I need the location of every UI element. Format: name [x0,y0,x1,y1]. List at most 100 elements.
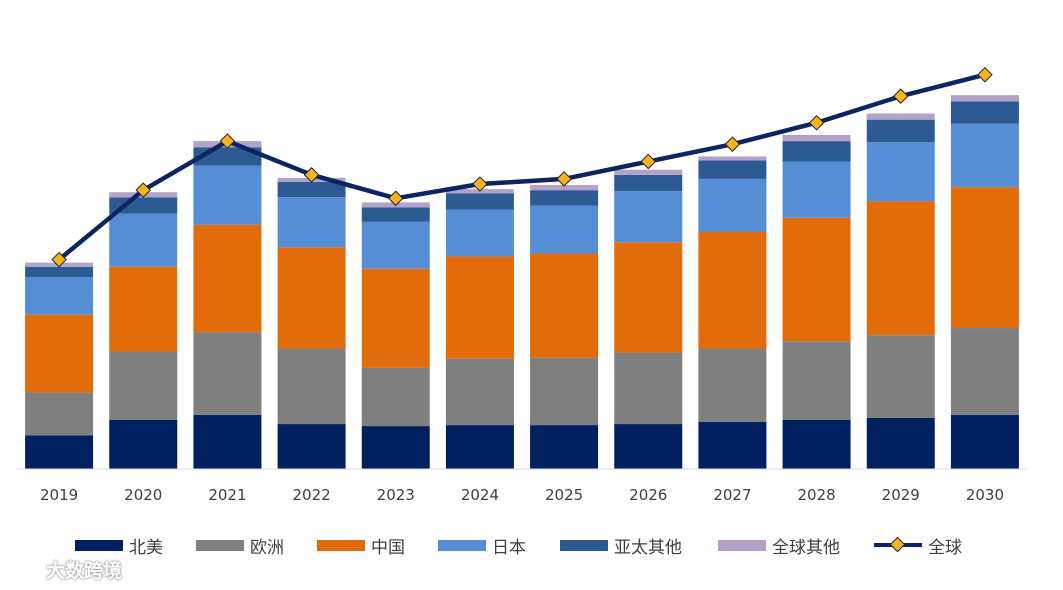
x-tick-labels: 2019 2020 2021 2022 2023 2024 2025 2026 2027 2028… [40,486,1004,504]
line-marker-2021 [219,133,236,149]
bar-segment-2027-1 [698,348,767,423]
bar-segment-2027-0 [698,422,767,469]
watermark-text: 大数跨境 [46,560,123,582]
x-tick-label: 2024 [461,486,499,504]
bar-segment-2026-1 [614,352,683,425]
line-marker-2023 [387,190,404,207]
x-tick-label: 2027 [713,486,751,504]
bar-segment-2027-5 [698,156,767,161]
legend-label: 日本 [492,537,526,558]
x-tick-label: 2022 [292,486,330,504]
legend-label: 欧洲 [250,537,284,558]
bar-segment-2030-2 [950,187,1019,329]
legend-item-3: 日本 [438,530,526,560]
legend-swatch [438,539,486,551]
x-tick-label: 2025 [545,486,583,504]
legend-swatch [75,539,123,551]
bar-segment-2020-1 [109,351,178,420]
x-tick-label: 2019 [40,486,78,504]
legend-label: 全球其他 [772,537,840,558]
legend-swatch [317,539,365,551]
bar-segment-2024-4 [445,193,514,210]
bar-segment-2019-1 [25,392,94,436]
bar-segment-2021-3 [193,165,262,225]
bar-segment-2028-5 [782,134,851,142]
bar-segment-2029-1 [866,335,935,418]
legend-item-5: 全球其他 [718,530,840,560]
line-marker-2029 [892,88,909,104]
bar-segment-2020-3 [109,213,178,267]
watermark-logo-icon [8,560,42,579]
x-tick-label: 2021 [208,486,246,504]
legend-label: 全球 [928,537,962,558]
line-marker-2030 [977,66,993,83]
bar-segment-2026-3 [614,191,683,243]
bar-segment-2023-1 [361,367,430,427]
bar-segment-2028-2 [782,217,851,342]
x-tick-label: 2029 [882,486,920,504]
bar-segment-2029-4 [866,119,935,143]
bar-segment-2027-2 [698,232,767,349]
legend-label: 中国 [371,537,405,558]
legend-label: 北美 [129,537,163,558]
line-marker-2024 [472,176,488,192]
bar-segment-2019-3 [25,276,94,315]
bar-segment-2019-2 [25,314,94,393]
bar-segment-2026-0 [614,424,683,469]
bar-segment-2021-0 [193,414,262,469]
bar-segment-2022-2 [277,247,346,349]
line-marker-2025 [556,171,572,187]
line-marker-2027 [724,136,741,152]
bar-segment-2027-4 [698,160,767,179]
bar-segment-2023-0 [361,426,430,469]
legend-item-0: 北美 [75,530,163,560]
bar-segment-2022-4 [277,181,346,198]
bar-segment-2025-3 [530,205,599,254]
bar-segment-2029-0 [866,417,935,469]
bar-segment-2022-3 [277,197,346,248]
bar-segment-2026-4 [614,174,683,192]
bar-segment-2028-1 [782,341,851,420]
chart: 2019 2020 2021 2022 2023 2024 2025 2026 2027 2028… [17,66,1027,504]
bar-segment-2029-5 [866,113,935,120]
bar-segment-2027-3 [698,178,767,233]
legend-item-1: 欧洲 [196,530,284,560]
bar-segment-2022-1 [277,348,346,425]
bar-segment-2030-3 [950,123,1019,188]
x-tick-label: 2020 [124,486,162,504]
x-tick-label: 2028 [797,486,835,504]
bar-segment-2025-0 [530,425,599,469]
legend-swatch [196,539,244,551]
line-marker-2019 [51,251,67,268]
line-marker-2026 [640,153,657,170]
bar-segment-2023-2 [361,268,430,368]
bar-segment-2025-5 [530,185,599,191]
line-marker-2028 [808,114,825,131]
line-marker-2022 [303,167,320,183]
legend-swatch [560,539,608,551]
bar-segment-2021-1 [193,332,262,415]
bar-segment-2025-2 [530,253,599,358]
bar-segment-2024-0 [445,425,514,469]
bar-segment-2023-4 [361,207,430,222]
bar-segment-2023-3 [361,221,430,269]
legend: 北美 欧洲 中国 日本 亚太其他 全球其他 全球 [0,530,1063,560]
legend-item-2: 中国 [317,530,405,560]
bar-segment-2021-2 [193,224,262,333]
bar-segment-2030-1 [950,328,1019,415]
bars-layer [25,95,1019,469]
bar-segment-2026-2 [614,242,683,353]
bar-segment-2028-3 [782,161,851,218]
bar-segment-2028-0 [782,419,851,469]
bar-segment-2029-3 [866,142,935,202]
bar-segment-2025-1 [530,357,599,426]
bar-segment-2024-3 [445,209,514,257]
legend-item-4: 亚太其他 [560,530,682,560]
bar-segment-2030-5 [950,95,1019,102]
bar-segment-2026-5 [614,169,683,175]
line-marker-2020 [135,182,152,198]
bar-segment-2022-0 [277,424,346,469]
legend-label: 亚太其他 [614,537,682,558]
bar-segment-2020-0 [109,419,178,469]
line-series-global [57,72,986,262]
